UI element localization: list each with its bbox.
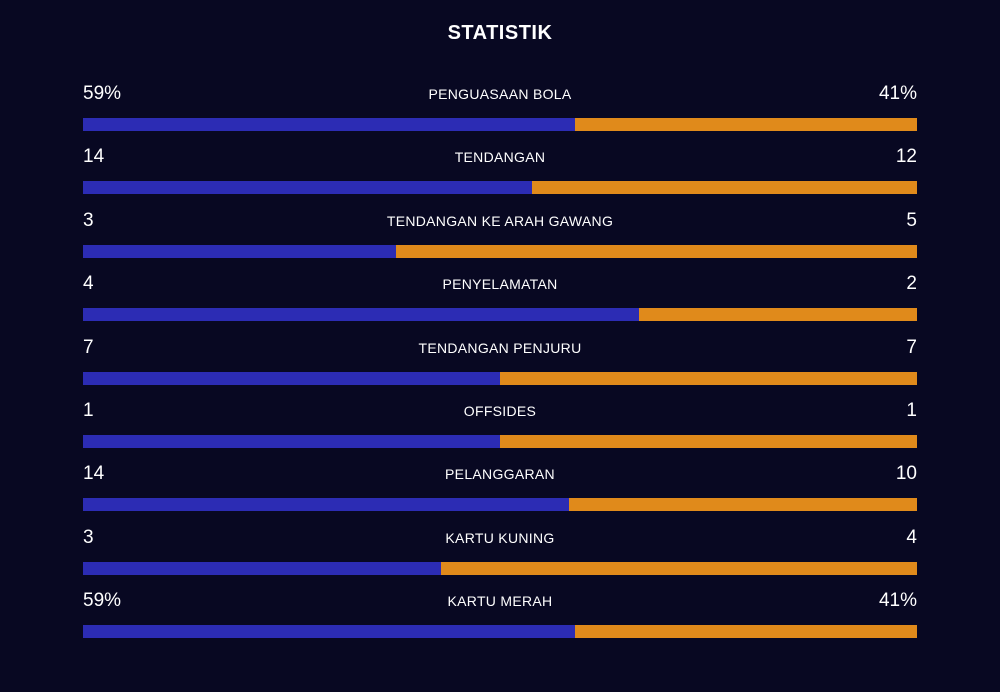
away-value: 5 [906, 209, 917, 231]
stat-label: OFFSIDES [463, 402, 537, 419]
home-value: 14 [83, 463, 105, 485]
away-bar-segment [575, 625, 917, 639]
home-value: 59% [83, 83, 122, 104]
home-bar-segment [83, 625, 576, 639]
home-value: 3 [83, 209, 94, 231]
away-bar-segment [500, 434, 917, 448]
away-value: 7 [906, 336, 917, 358]
stat-label: PENYELAMATAN [442, 276, 558, 293]
away-bar-segment [575, 118, 917, 131]
away-value: 12 [895, 146, 917, 168]
comparison-bar [83, 561, 917, 575]
away-value: 41% [878, 590, 917, 612]
home-bar-segment [83, 181, 532, 195]
away-bar-segment [500, 371, 917, 385]
comparison-bar [83, 371, 917, 385]
stat-label: KARTU MERAH [447, 593, 553, 610]
comparison-bar [83, 434, 917, 448]
away-bar-segment [440, 561, 917, 575]
stat-row-fouls: 14 PELANGGARAN 10 [83, 460, 917, 523]
home-bar-segment [83, 561, 441, 575]
away-value: 41% [878, 83, 917, 104]
away-bar-segment [569, 498, 917, 512]
comparison-bar [83, 625, 917, 639]
stats-title: STATISTIK [447, 22, 553, 44]
away-value: 4 [906, 526, 917, 548]
home-value: 4 [83, 273, 94, 295]
comparison-bar [83, 244, 917, 258]
stat-row-red-cards: 59% KARTU MERAH 41% [83, 587, 917, 650]
stat-row-saves: 4 PENYELAMATAN 2 [83, 270, 917, 333]
stats-list: 59% PENGUASAAN BOLA 41% 14 TENDANGAN 12 … [83, 80, 917, 651]
home-value: 3 [83, 526, 94, 548]
comparison-bar [83, 181, 917, 195]
stat-label: TENDANGAN PENJURU [418, 339, 582, 356]
away-value: 2 [906, 273, 917, 295]
home-value: 1 [83, 399, 94, 421]
stat-label: PELANGGARAN [445, 466, 555, 483]
comparison-bar [83, 308, 917, 322]
stat-label: PENGUASAAN BOLA [428, 86, 572, 102]
away-bar-segment [531, 181, 917, 195]
stat-label: KARTU KUNING [445, 529, 555, 546]
away-value: 10 [895, 463, 917, 485]
comparison-bar [83, 118, 917, 131]
home-value: 14 [83, 146, 105, 168]
stat-row-offsides: 1 OFFSIDES 1 [83, 397, 917, 460]
away-bar-segment [639, 308, 917, 322]
stat-row-shots-on-target: 3 TENDANGAN KE ARAH GAWANG 5 [83, 207, 917, 270]
home-bar-segment [83, 118, 576, 131]
stat-label: TENDANGAN [454, 149, 546, 166]
home-bar-segment [83, 371, 500, 385]
stat-row-shots: 14 TENDANGAN 12 [83, 143, 917, 206]
comparison-bar [83, 498, 917, 512]
home-bar-segment [83, 498, 570, 512]
home-bar-segment [83, 244, 396, 258]
away-bar-segment [395, 244, 917, 258]
away-value: 1 [906, 399, 917, 421]
stat-row-possession: 59% PENGUASAAN BOLA 41% [83, 80, 917, 143]
home-bar-segment [83, 434, 500, 448]
stat-row-corners: 7 TENDANGAN PENJURU 7 [83, 334, 917, 397]
home-bar-segment [83, 308, 640, 322]
home-value: 59% [83, 590, 122, 612]
stat-label: TENDANGAN KE ARAH GAWANG [386, 212, 614, 229]
home-value: 7 [83, 336, 94, 358]
stat-row-yellow-cards: 3 KARTU KUNING 4 [83, 524, 917, 587]
